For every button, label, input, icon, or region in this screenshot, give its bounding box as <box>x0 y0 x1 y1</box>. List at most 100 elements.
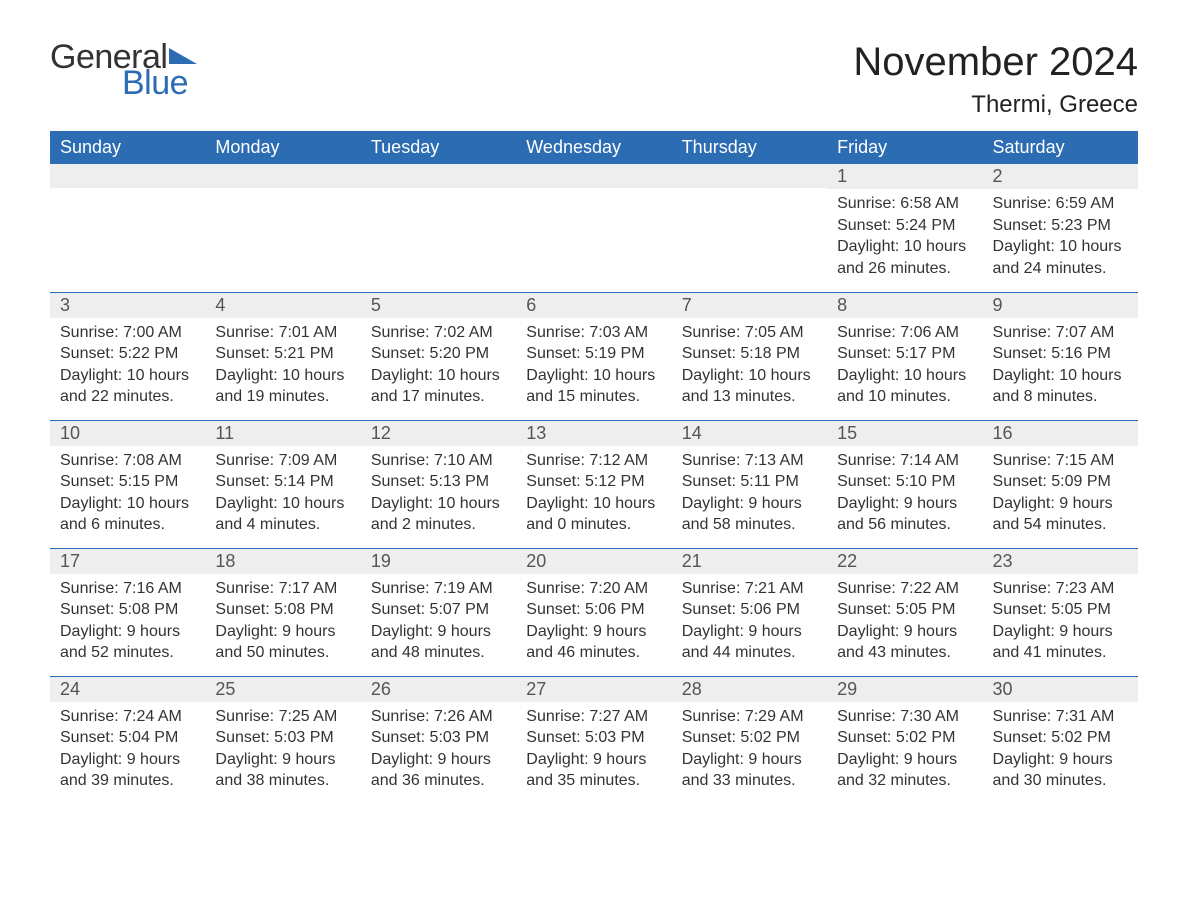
day-detail: Sunrise: 7:03 AMSunset: 5:19 PMDaylight:… <box>516 318 671 418</box>
day-number: 11 <box>205 421 360 446</box>
day-number: 16 <box>983 421 1138 446</box>
day-number: 27 <box>516 677 671 702</box>
day-daylight: Daylight: 9 hours and 56 minutes. <box>837 493 972 536</box>
day-sunset: Sunset: 5:14 PM <box>215 471 350 493</box>
day-number: 15 <box>827 421 982 446</box>
day-number: 5 <box>361 293 516 318</box>
calendar-day-cell: 11Sunrise: 7:09 AMSunset: 5:14 PMDayligh… <box>205 420 360 548</box>
weekday-header: Saturday <box>983 131 1138 164</box>
day-detail: Sunrise: 7:02 AMSunset: 5:20 PMDaylight:… <box>361 318 516 418</box>
day-daylight: Daylight: 10 hours and 0 minutes. <box>526 493 661 536</box>
day-sunset: Sunset: 5:11 PM <box>682 471 817 493</box>
weekday-header-row: Sunday Monday Tuesday Wednesday Thursday… <box>50 131 1138 164</box>
day-sunrise: Sunrise: 7:01 AM <box>215 322 350 344</box>
day-number: 6 <box>516 293 671 318</box>
day-daylight: Daylight: 9 hours and 30 minutes. <box>993 749 1128 792</box>
day-detail: Sunrise: 7:24 AMSunset: 5:04 PMDaylight:… <box>50 702 205 802</box>
calendar-day-cell: 21Sunrise: 7:21 AMSunset: 5:06 PMDayligh… <box>672 548 827 676</box>
day-detail: Sunrise: 7:27 AMSunset: 5:03 PMDaylight:… <box>516 702 671 802</box>
day-number: 1 <box>827 164 982 189</box>
title-block: November 2024 Thermi, Greece <box>853 40 1138 119</box>
day-sunrise: Sunrise: 7:23 AM <box>993 578 1128 600</box>
day-daylight: Daylight: 9 hours and 52 minutes. <box>60 621 195 664</box>
calendar-day-cell: 20Sunrise: 7:20 AMSunset: 5:06 PMDayligh… <box>516 548 671 676</box>
day-number: 24 <box>50 677 205 702</box>
day-number: 22 <box>827 549 982 574</box>
day-number: 20 <box>516 549 671 574</box>
day-number: 8 <box>827 293 982 318</box>
day-sunrise: Sunrise: 7:07 AM <box>993 322 1128 344</box>
calendar-week-row: 24Sunrise: 7:24 AMSunset: 5:04 PMDayligh… <box>50 676 1138 804</box>
day-sunrise: Sunrise: 7:09 AM <box>215 450 350 472</box>
calendar-day-cell: 30Sunrise: 7:31 AMSunset: 5:02 PMDayligh… <box>983 676 1138 804</box>
day-sunset: Sunset: 5:06 PM <box>526 599 661 621</box>
day-sunrise: Sunrise: 6:59 AM <box>993 193 1128 215</box>
day-number: 25 <box>205 677 360 702</box>
day-sunset: Sunset: 5:12 PM <box>526 471 661 493</box>
day-sunset: Sunset: 5:02 PM <box>837 727 972 749</box>
day-detail: Sunrise: 6:58 AMSunset: 5:24 PMDaylight:… <box>827 189 982 289</box>
calendar-day-cell: 17Sunrise: 7:16 AMSunset: 5:08 PMDayligh… <box>50 548 205 676</box>
day-sunset: Sunset: 5:02 PM <box>682 727 817 749</box>
day-sunrise: Sunrise: 7:03 AM <box>526 322 661 344</box>
day-detail: Sunrise: 7:12 AMSunset: 5:12 PMDaylight:… <box>516 446 671 546</box>
day-sunset: Sunset: 5:04 PM <box>60 727 195 749</box>
day-number: 23 <box>983 549 1138 574</box>
day-sunset: Sunset: 5:07 PM <box>371 599 506 621</box>
day-sunrise: Sunrise: 7:25 AM <box>215 706 350 728</box>
calendar-day-cell: 4Sunrise: 7:01 AMSunset: 5:21 PMDaylight… <box>205 292 360 420</box>
location-label: Thermi, Greece <box>853 91 1138 119</box>
day-number: 13 <box>516 421 671 446</box>
day-sunset: Sunset: 5:19 PM <box>526 343 661 365</box>
calendar-day-cell: 7Sunrise: 7:05 AMSunset: 5:18 PMDaylight… <box>672 292 827 420</box>
day-number: 7 <box>672 293 827 318</box>
day-number-empty <box>205 164 360 188</box>
day-number: 14 <box>672 421 827 446</box>
page-header: General Blue November 2024 Thermi, Greec… <box>50 40 1138 119</box>
day-daylight: Daylight: 9 hours and 54 minutes. <box>993 493 1128 536</box>
calendar-day-cell: 25Sunrise: 7:25 AMSunset: 5:03 PMDayligh… <box>205 676 360 804</box>
day-sunrise: Sunrise: 7:30 AM <box>837 706 972 728</box>
calendar-day-cell: 16Sunrise: 7:15 AMSunset: 5:09 PMDayligh… <box>983 420 1138 548</box>
day-sunrise: Sunrise: 7:21 AM <box>682 578 817 600</box>
day-sunset: Sunset: 5:06 PM <box>682 599 817 621</box>
calendar-day-cell: 10Sunrise: 7:08 AMSunset: 5:15 PMDayligh… <box>50 420 205 548</box>
calendar-day-cell: 5Sunrise: 7:02 AMSunset: 5:20 PMDaylight… <box>361 292 516 420</box>
day-daylight: Daylight: 10 hours and 22 minutes. <box>60 365 195 408</box>
day-daylight: Daylight: 10 hours and 10 minutes. <box>837 365 972 408</box>
weekday-header: Monday <box>205 131 360 164</box>
weekday-header: Thursday <box>672 131 827 164</box>
day-sunset: Sunset: 5:18 PM <box>682 343 817 365</box>
day-sunrise: Sunrise: 7:13 AM <box>682 450 817 472</box>
calendar-day-cell: 27Sunrise: 7:27 AMSunset: 5:03 PMDayligh… <box>516 676 671 804</box>
calendar-week-row: 1Sunrise: 6:58 AMSunset: 5:24 PMDaylight… <box>50 164 1138 292</box>
day-daylight: Daylight: 9 hours and 58 minutes. <box>682 493 817 536</box>
day-daylight: Daylight: 9 hours and 39 minutes. <box>60 749 195 792</box>
day-daylight: Daylight: 9 hours and 33 minutes. <box>682 749 817 792</box>
day-detail: Sunrise: 7:23 AMSunset: 5:05 PMDaylight:… <box>983 574 1138 674</box>
day-sunset: Sunset: 5:02 PM <box>993 727 1128 749</box>
day-daylight: Daylight: 9 hours and 38 minutes. <box>215 749 350 792</box>
day-sunrise: Sunrise: 7:12 AM <box>526 450 661 472</box>
day-daylight: Daylight: 10 hours and 17 minutes. <box>371 365 506 408</box>
calendar-day-cell: 23Sunrise: 7:23 AMSunset: 5:05 PMDayligh… <box>983 548 1138 676</box>
calendar-day-cell <box>516 164 671 292</box>
day-sunset: Sunset: 5:16 PM <box>993 343 1128 365</box>
day-number: 29 <box>827 677 982 702</box>
day-number-empty <box>50 164 205 188</box>
day-daylight: Daylight: 9 hours and 32 minutes. <box>837 749 972 792</box>
weekday-header: Sunday <box>50 131 205 164</box>
day-detail: Sunrise: 7:25 AMSunset: 5:03 PMDaylight:… <box>205 702 360 802</box>
day-detail: Sunrise: 7:22 AMSunset: 5:05 PMDaylight:… <box>827 574 982 674</box>
day-sunrise: Sunrise: 7:15 AM <box>993 450 1128 472</box>
day-sunset: Sunset: 5:10 PM <box>837 471 972 493</box>
day-daylight: Daylight: 9 hours and 41 minutes. <box>993 621 1128 664</box>
calendar-day-cell: 15Sunrise: 7:14 AMSunset: 5:10 PMDayligh… <box>827 420 982 548</box>
day-detail: Sunrise: 7:08 AMSunset: 5:15 PMDaylight:… <box>50 446 205 546</box>
day-daylight: Daylight: 10 hours and 24 minutes. <box>993 236 1128 279</box>
day-sunset: Sunset: 5:03 PM <box>215 727 350 749</box>
day-detail: Sunrise: 7:14 AMSunset: 5:10 PMDaylight:… <box>827 446 982 546</box>
day-detail: Sunrise: 7:21 AMSunset: 5:06 PMDaylight:… <box>672 574 827 674</box>
day-sunrise: Sunrise: 7:31 AM <box>993 706 1128 728</box>
day-number: 9 <box>983 293 1138 318</box>
